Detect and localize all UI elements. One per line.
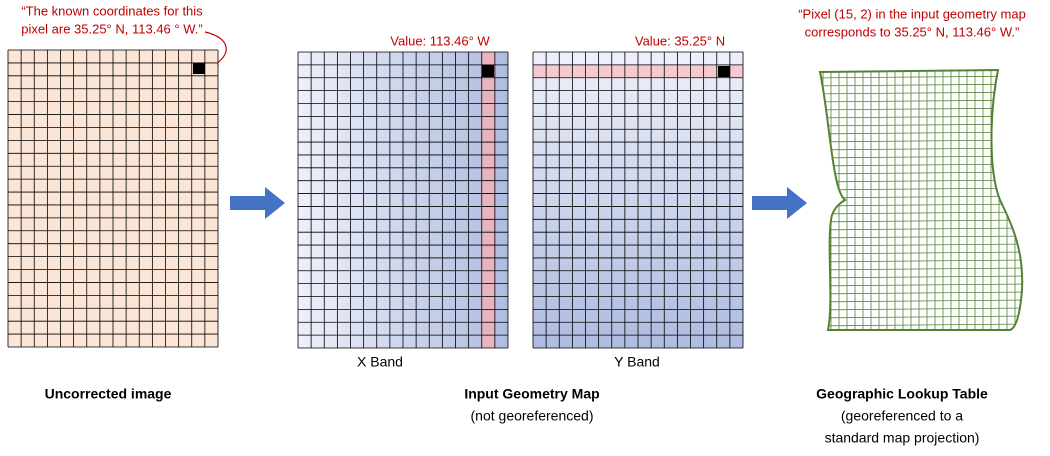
annotation: “The known coordinates for this [21,3,203,18]
grid-line [820,107,1023,111]
grid-line [820,283,1023,287]
grid-line [820,155,1023,159]
annotation: “Pixel (15, 2) in the input geometry map [798,6,1026,21]
grid-line [820,115,1023,119]
grid-line [820,147,1023,151]
grid-line [820,307,1023,311]
arrow [752,187,807,219]
caption: (georeferenced to a [841,408,963,424]
grid-line [810,332,1030,334]
annotation: Value: 113.46° W [390,33,490,48]
grid-line [820,275,1023,279]
pixel [482,65,494,77]
grid-line [820,195,1023,199]
grid-line [820,99,1023,103]
grid-line [820,179,1023,183]
panel-label: X Band [357,354,403,370]
arrow [230,187,285,219]
grid-line [820,227,1023,231]
grid-line [820,187,1023,191]
grid-line [820,259,1023,263]
grid-line [820,243,1023,247]
caption: Geographic Lookup Table [816,386,988,402]
grid-line [820,91,1023,95]
grid-line [820,299,1023,303]
grid-line [820,171,1023,175]
caption: standard map projection) [825,430,980,446]
grid-line [820,83,1023,87]
highlight-column [481,52,495,348]
grid-line [820,139,1023,143]
caption: Input Geometry Map [464,386,599,402]
grid-line [820,323,1023,327]
grid-line [820,267,1023,271]
annotation: pixel are 35.25° N, 113.46 ° W.” [21,21,202,36]
grid-line [820,235,1023,239]
grid-line [820,75,1023,79]
annotation: Value: 35.25° N [635,33,725,48]
caption: (not georeferenced) [471,408,594,424]
grid-line [820,251,1023,255]
grid-line [820,219,1023,223]
lookup-outline [818,68,1024,331]
pixel [193,63,205,74]
pixel [718,66,730,77]
grid-line [820,291,1023,295]
panel-label: Y Band [614,354,660,370]
grid-line [820,203,1023,207]
caption: Uncorrected image [45,386,172,402]
grid-line [820,123,1023,127]
grid-line [820,131,1023,135]
annotation: corresponds to 35.25° N, 113.46° W.” [805,24,1020,39]
grid-line [820,315,1023,319]
grid-line [820,163,1023,167]
grid-line [820,211,1023,215]
